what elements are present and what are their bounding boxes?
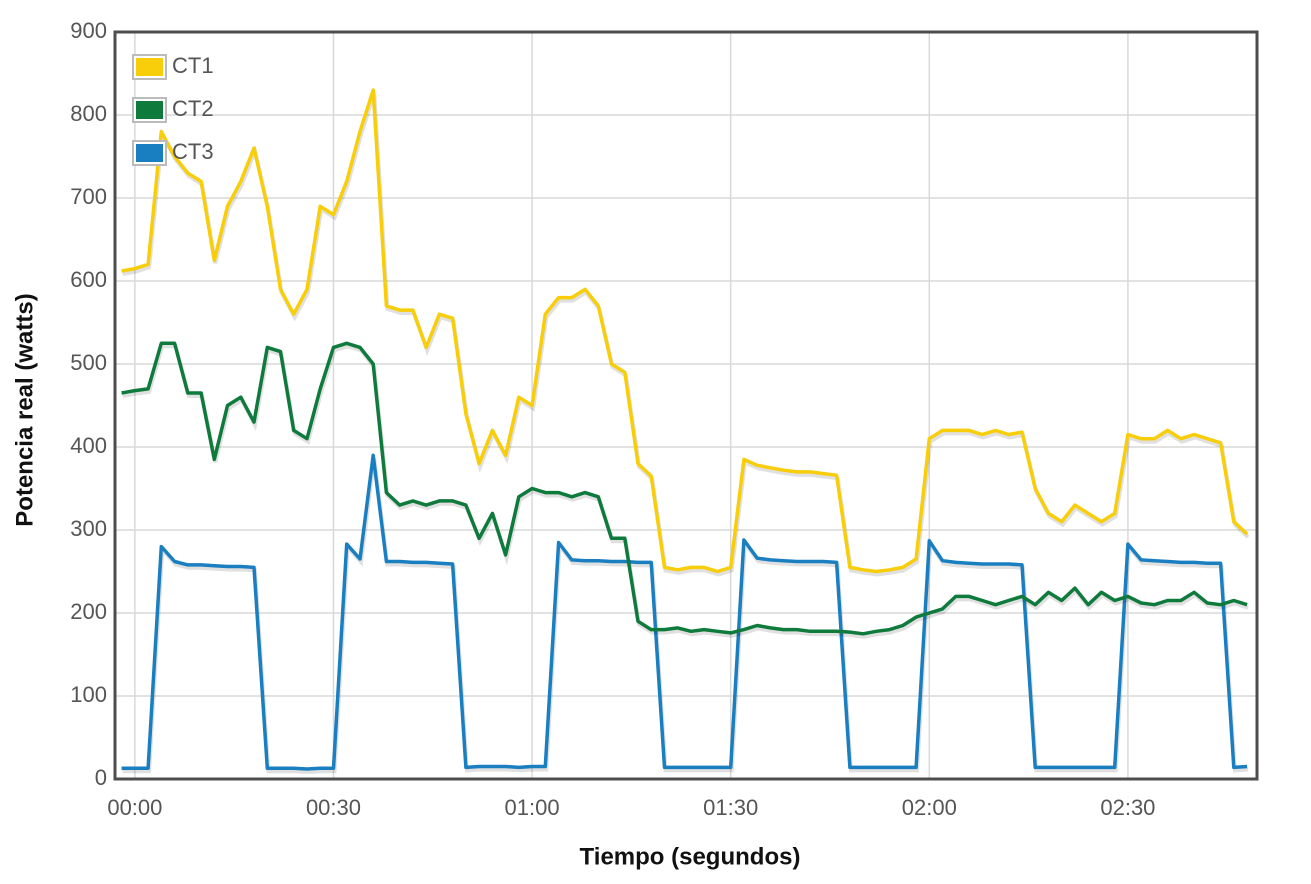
- y-tick-label: 800: [70, 101, 107, 126]
- y-tick-label: 600: [70, 267, 107, 292]
- y-tick-label: 0: [95, 765, 107, 790]
- x-axis-title: Tiempo (segundos): [580, 843, 801, 870]
- legend-swatch: [136, 101, 163, 119]
- y-tick-label: 100: [70, 682, 107, 707]
- line-shadow: [122, 458, 1249, 775]
- y-tick-label: 700: [70, 184, 107, 209]
- x-tick-label: 00:00: [107, 795, 162, 820]
- y-tick-label: 400: [70, 433, 107, 458]
- legend-swatch: [136, 144, 163, 162]
- plot-frame: [113, 30, 1259, 781]
- x-tick-label: 01:00: [505, 795, 560, 820]
- x-tick-label: 01:30: [703, 795, 758, 820]
- series-line: [121, 453, 1248, 771]
- legend-label: CT3: [172, 139, 214, 164]
- series-line: [121, 341, 1248, 636]
- y-tick-label: 500: [70, 350, 107, 375]
- y-axis-title: Potencia real (watts): [11, 293, 38, 526]
- x-tick-label: 02:00: [902, 795, 957, 820]
- legend-label: CT1: [172, 53, 214, 78]
- line-shadow: [122, 92, 1250, 577]
- y-tick-label: 300: [70, 516, 107, 541]
- y-tick-label: 900: [70, 18, 107, 43]
- legend-swatch: [136, 58, 163, 76]
- x-tick-label: 00:30: [306, 795, 361, 820]
- x-tick-label: 02:30: [1100, 795, 1155, 820]
- y-tick-label: 200: [70, 599, 107, 624]
- legend-label: CT2: [172, 96, 214, 121]
- series-line: [121, 88, 1249, 574]
